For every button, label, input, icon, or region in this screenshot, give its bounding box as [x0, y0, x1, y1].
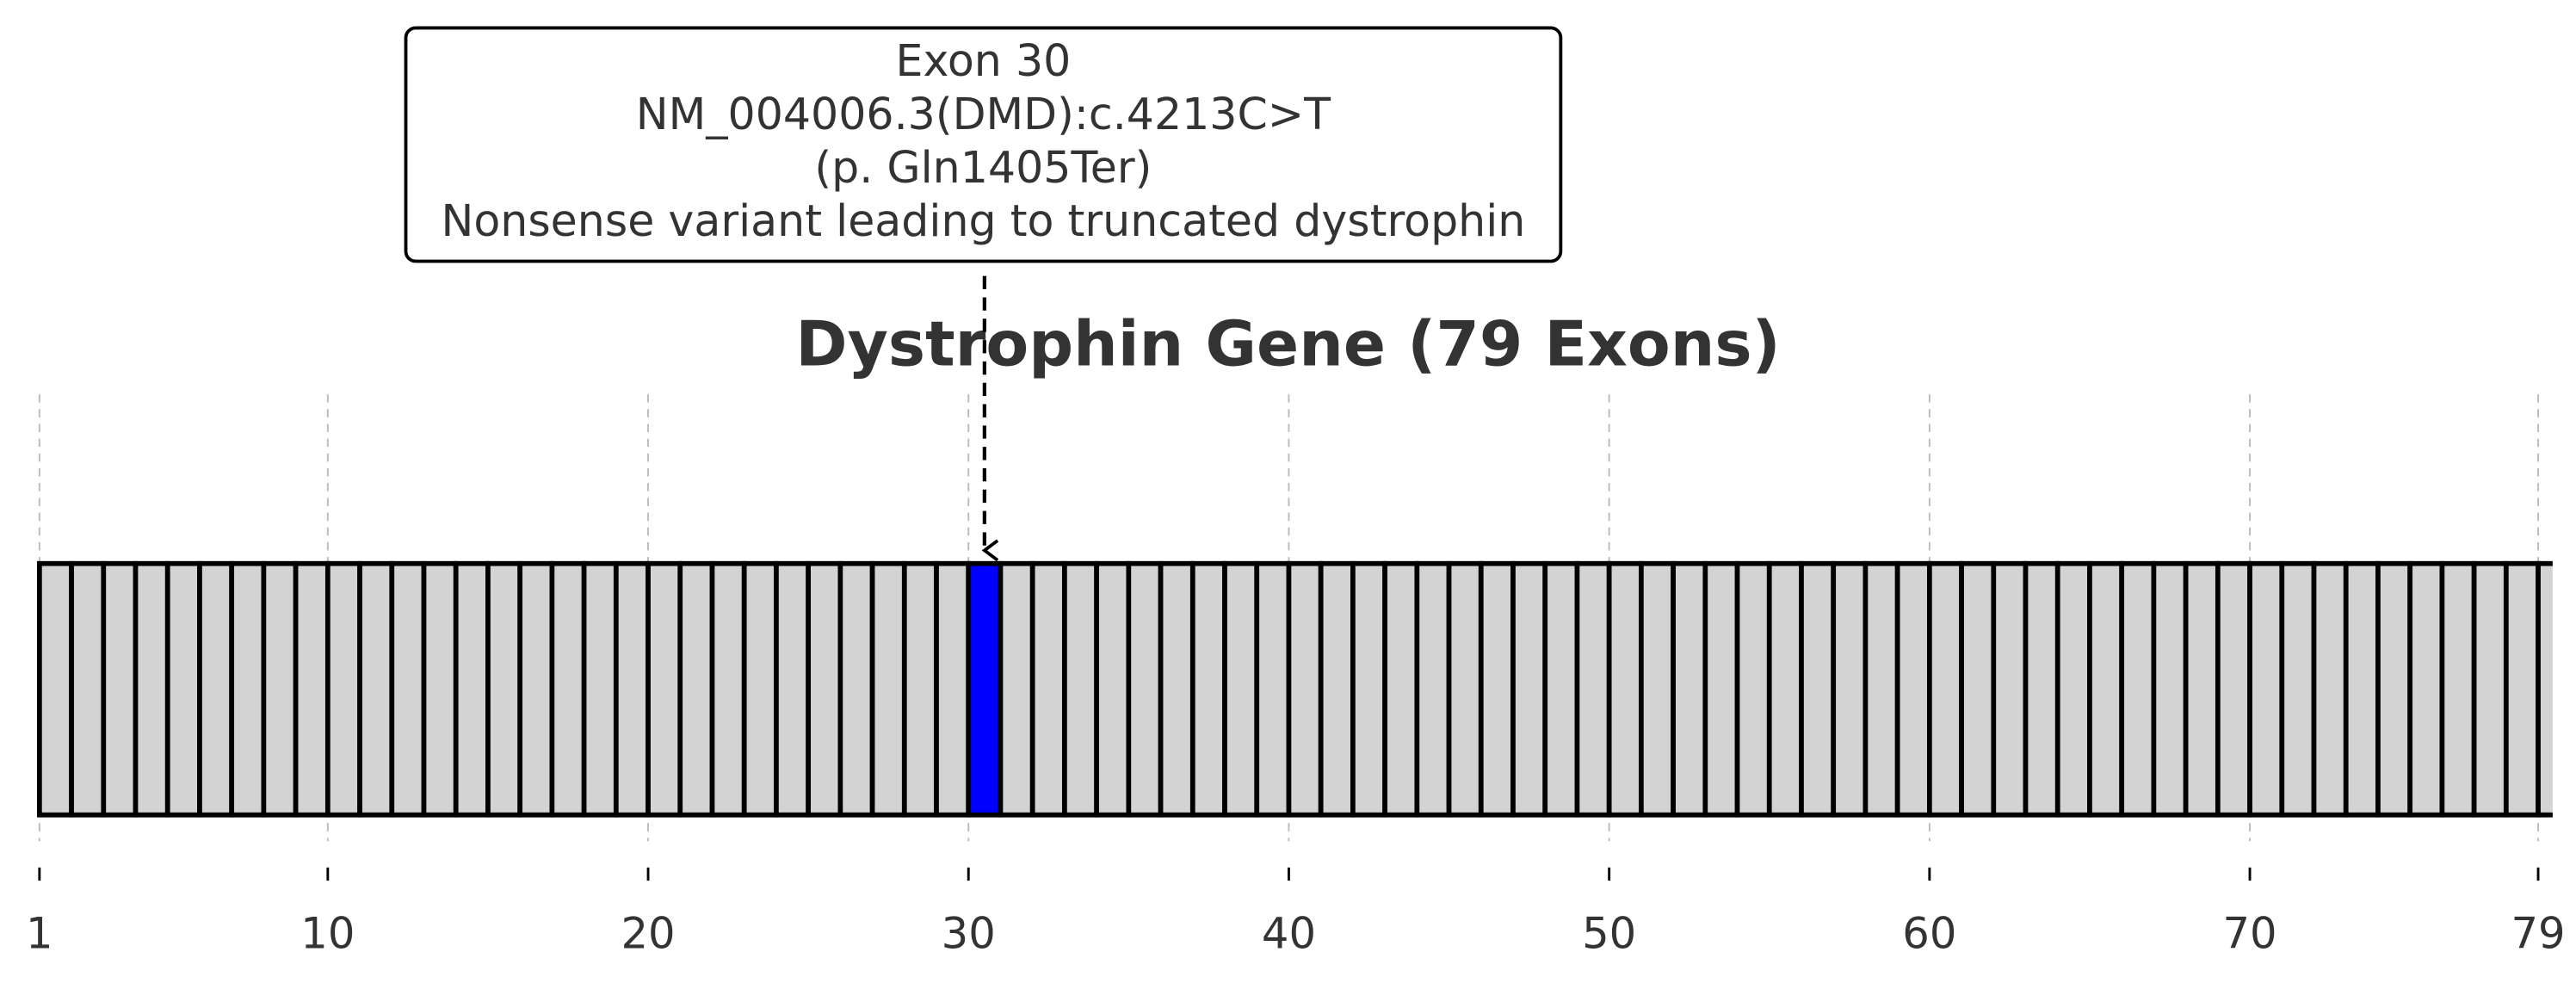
exon [709, 560, 747, 818]
exon [324, 560, 362, 818]
exon [517, 560, 555, 818]
exon [36, 560, 74, 818]
exon [164, 560, 202, 818]
exon [69, 560, 107, 818]
x-tick-label: 79 [2511, 908, 2565, 958]
exon [1189, 560, 1227, 818]
exon [485, 560, 523, 818]
exon [1991, 560, 2029, 818]
exon [1029, 560, 1067, 818]
x-tick-label: 40 [1262, 908, 1316, 958]
exon [1222, 560, 1260, 818]
exon [1574, 560, 1612, 818]
exon [1894, 560, 1932, 818]
exon [1702, 560, 1740, 818]
exon [133, 560, 170, 818]
exon [1158, 560, 1195, 818]
exon [1606, 560, 1644, 818]
exon [869, 560, 907, 818]
exon [613, 560, 651, 818]
exon [261, 560, 299, 818]
exon [421, 560, 459, 818]
exon [2054, 560, 2092, 818]
annotation-box [404, 26, 1563, 263]
exon [1639, 560, 1676, 818]
x-tick-label: 20 [621, 908, 675, 958]
highlighted-exon [966, 560, 1004, 818]
exon [2087, 560, 2125, 818]
annotation-line: (p. Gln1405Ter) [814, 142, 1152, 193]
exon [1062, 560, 1099, 818]
exon-track [36, 560, 2553, 818]
exon [2247, 560, 2285, 818]
exon [1350, 560, 1387, 818]
exon [197, 560, 235, 818]
x-tick-label: 30 [942, 908, 996, 958]
exon [2023, 560, 2060, 818]
exon [1478, 560, 1516, 818]
exon [741, 560, 779, 818]
annotation-line: Exon 30 [896, 35, 1072, 86]
exon [646, 560, 683, 818]
exon [774, 560, 812, 818]
x-tick-label: 50 [1582, 908, 1636, 958]
exon [2471, 560, 2509, 818]
exon [1671, 560, 1708, 818]
x-tick-label: 70 [2222, 908, 2276, 958]
exon [2407, 560, 2445, 818]
exon [934, 560, 972, 818]
annotation-line: Nonsense variant leading to truncated dy… [442, 195, 1526, 246]
exon [101, 560, 139, 818]
x-tick-label: 10 [300, 908, 355, 958]
exon [1094, 560, 1132, 818]
exon [581, 560, 619, 818]
exon [806, 560, 843, 818]
exon [2215, 560, 2252, 818]
exon [1927, 560, 1964, 818]
exon [2311, 560, 2349, 818]
exon [2536, 560, 2553, 818]
exon [1542, 560, 1580, 818]
exon [1734, 560, 1772, 818]
exon [2119, 560, 2157, 818]
annotation-line: NM_004006.3(DMD):c.4213C>T [636, 89, 1331, 139]
exon [1318, 560, 1356, 818]
exon [1766, 560, 1804, 818]
exon [229, 560, 267, 818]
exon [2183, 560, 2221, 818]
exon [1446, 560, 1484, 818]
exon [2439, 560, 2477, 818]
x-tick-label: 1 [26, 908, 53, 958]
exon [2343, 560, 2381, 818]
exon [1414, 560, 1452, 818]
exon [2279, 560, 2317, 818]
exon [1126, 560, 1164, 818]
exon [837, 560, 875, 818]
chart-title: Dystrophin Gene (79 Exons) [795, 309, 1780, 381]
x-tick-label: 60 [1902, 908, 1956, 958]
exon [1382, 560, 1420, 818]
exon [677, 560, 715, 818]
exon [2151, 560, 2189, 818]
exon [1799, 560, 1837, 818]
exon [453, 560, 491, 818]
exon [901, 560, 939, 818]
exon [998, 560, 1035, 818]
exon [1831, 560, 1869, 818]
exon [1254, 560, 1292, 818]
exon [1959, 560, 1997, 818]
exon [2503, 560, 2541, 818]
exon [293, 560, 330, 818]
exon [549, 560, 587, 818]
exon [2375, 560, 2413, 818]
exon [1510, 560, 1548, 818]
exon [357, 560, 395, 818]
exon [389, 560, 427, 818]
exon [1286, 560, 1324, 818]
exon [1863, 560, 1900, 818]
